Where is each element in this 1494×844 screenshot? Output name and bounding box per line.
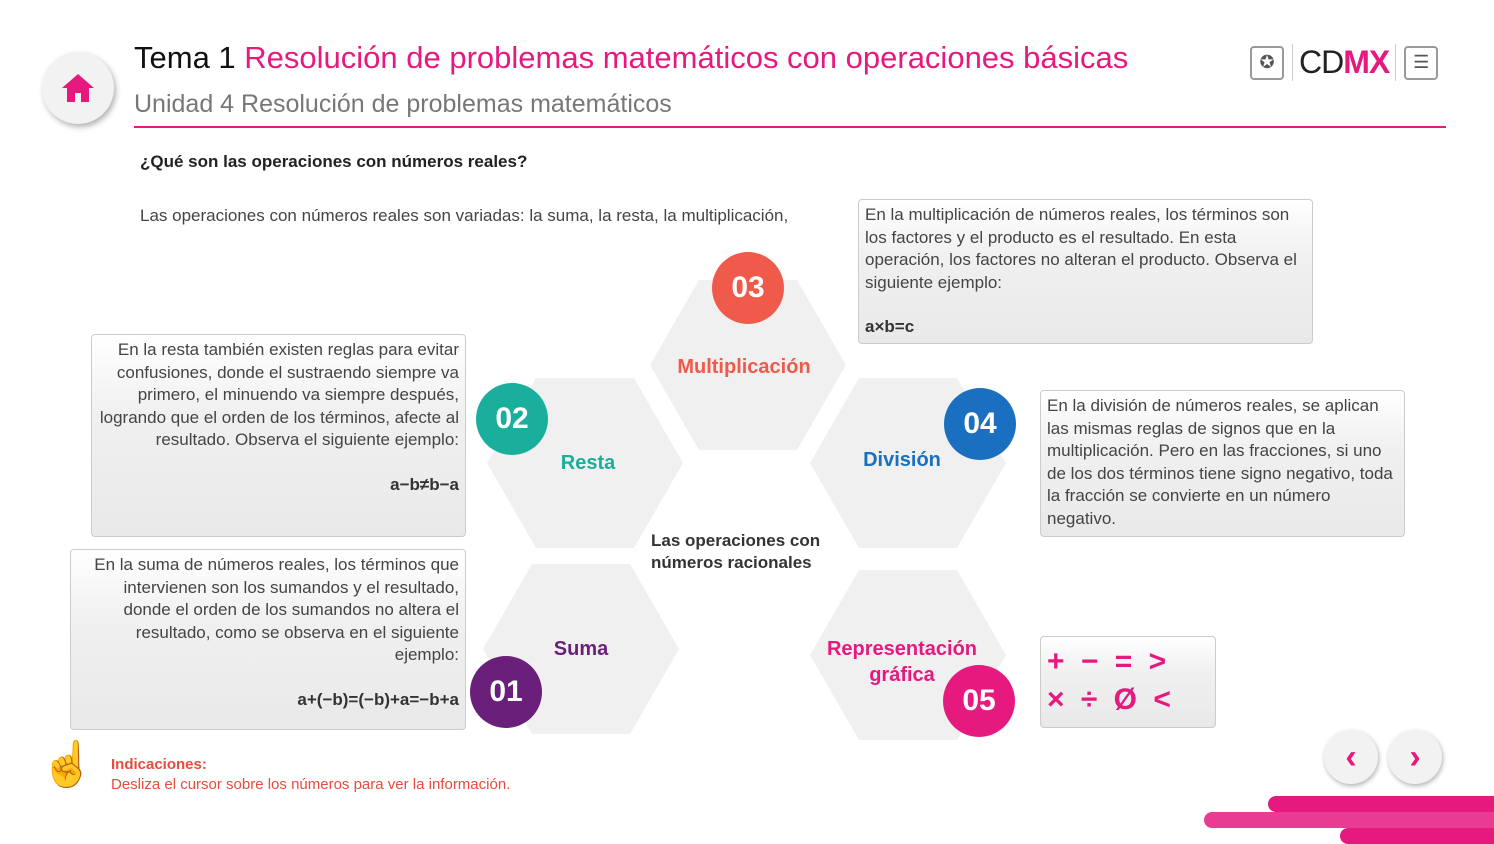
- unit-subtitle: Unidad 4 Resolución de problemas matemát…: [134, 90, 672, 118]
- label-rep-1: Representación: [826, 638, 978, 660]
- decor-bar: [1340, 828, 1494, 844]
- info-text: En la resta también existen reglas para …: [99, 340, 459, 449]
- symbols-row-1: + − = >: [1047, 645, 1171, 678]
- number-01-button[interactable]: 01: [470, 656, 542, 728]
- next-button[interactable]: ›: [1388, 730, 1442, 784]
- logo-cd: CD: [1299, 44, 1344, 80]
- home-button[interactable]: [42, 52, 114, 124]
- intro-text: Las operaciones con números reales son v…: [140, 206, 789, 225]
- center-title: Las operaciones con números racionales: [651, 530, 820, 574]
- number-03-button[interactable]: 03: [712, 252, 784, 324]
- cdmx-logo: CDMX: [1292, 44, 1397, 81]
- info-representacion: + − = > × ÷ Ø <: [1040, 636, 1216, 728]
- number-05-button[interactable]: 05: [943, 665, 1015, 737]
- decor-bar: [1204, 812, 1494, 828]
- info-multiplicacion: En la multiplicación de números reales, …: [858, 199, 1313, 344]
- symbols-row-2: × ÷ Ø <: [1047, 683, 1175, 716]
- formula: a×b=c: [865, 317, 915, 336]
- info-suma: En la suma de números reales, los términ…: [70, 549, 466, 730]
- question-heading: ¿Qué son las operaciones con números rea…: [140, 152, 528, 171]
- instructions-text: Desliza el cursor sobre los números para…: [111, 776, 511, 793]
- page-title: Tema 1 Resolución de problemas matemátic…: [134, 40, 1128, 76]
- decor-bar: [1268, 796, 1494, 812]
- info-text: En la multiplicación de números reales, …: [865, 205, 1297, 292]
- formula: a−b≠b−a: [390, 474, 459, 494]
- logo-mx: MX: [1343, 44, 1390, 80]
- label-division: División: [863, 449, 941, 471]
- label-representacion: Representación gráfica: [802, 636, 1002, 688]
- number-04-button[interactable]: 04: [944, 388, 1016, 460]
- header-divider: [134, 126, 1446, 128]
- info-text: En la división de números reales, se apl…: [1047, 396, 1393, 528]
- instructions-title: Indicaciones:: [111, 756, 207, 773]
- formula: a+(−b)=(−b)+a=−b+a: [297, 689, 459, 709]
- label-multiplicacion: Multiplicación: [677, 356, 811, 378]
- hand-pointer-icon: ☝: [40, 740, 95, 789]
- label-rep-2: gráfica: [869, 664, 935, 686]
- number-02-button[interactable]: 02: [476, 383, 548, 455]
- tema-label: Tema 1: [134, 40, 236, 75]
- info-resta: En la resta también existen reglas para …: [91, 334, 466, 537]
- info-text: En la suma de números reales, los términ…: [94, 555, 459, 664]
- tema-title: Resolución de problemas matemáticos con …: [244, 40, 1129, 75]
- center-line-1: Las operaciones con: [651, 531, 821, 550]
- home-icon: [62, 74, 94, 102]
- seal-icon: ✪: [1250, 45, 1284, 80]
- info-division: En la división de números reales, se apl…: [1040, 390, 1405, 537]
- prev-button[interactable]: ‹: [1324, 730, 1378, 784]
- label-resta: Resta: [560, 452, 616, 474]
- center-line-2: números racionales: [651, 553, 812, 572]
- institution-icon: ☰: [1404, 45, 1439, 80]
- label-suma: Suma: [553, 638, 609, 660]
- logos: ✪ CDMX ☰: [1250, 44, 1439, 81]
